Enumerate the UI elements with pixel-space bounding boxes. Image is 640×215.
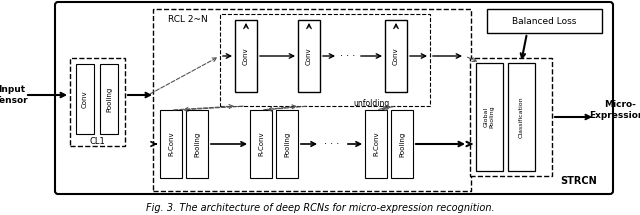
Text: · · ·: · · · xyxy=(324,139,340,149)
Text: Micro-
Expressions: Micro- Expressions xyxy=(589,100,640,120)
Text: R-Conv: R-Conv xyxy=(258,132,264,156)
Bar xyxy=(235,20,257,92)
Text: R-Conv: R-Conv xyxy=(168,132,174,156)
Bar xyxy=(470,58,552,176)
Bar xyxy=(76,64,94,134)
Bar xyxy=(70,58,125,146)
Text: Fig. 3. The architecture of deep RCNs for micro-expression recognition.: Fig. 3. The architecture of deep RCNs fo… xyxy=(146,203,494,213)
Text: · · ·: · · · xyxy=(340,51,356,61)
Text: Conv: Conv xyxy=(393,47,399,65)
Bar xyxy=(186,110,208,178)
Bar xyxy=(160,110,182,178)
Text: CL1: CL1 xyxy=(89,138,105,146)
Bar xyxy=(385,20,407,92)
Bar xyxy=(298,20,320,92)
Bar xyxy=(476,63,503,171)
Bar xyxy=(153,9,471,191)
Text: Global
Pooling: Global Pooling xyxy=(484,106,494,128)
Bar xyxy=(487,9,602,33)
Bar xyxy=(276,110,298,178)
Text: Pooling: Pooling xyxy=(194,131,200,157)
Text: STRCN: STRCN xyxy=(560,176,597,186)
Text: Conv: Conv xyxy=(243,47,249,65)
Bar xyxy=(220,14,430,106)
Bar xyxy=(508,63,535,171)
FancyBboxPatch shape xyxy=(55,2,613,194)
Bar xyxy=(100,64,118,134)
Text: Conv: Conv xyxy=(306,47,312,65)
Text: Input
Tensor: Input Tensor xyxy=(0,85,29,105)
Text: Balanced Loss: Balanced Loss xyxy=(512,17,576,26)
Bar xyxy=(365,110,387,178)
Text: Pooling: Pooling xyxy=(284,131,290,157)
Bar xyxy=(250,110,272,178)
Text: Conv: Conv xyxy=(82,90,88,108)
Text: R-Conv: R-Conv xyxy=(373,132,379,156)
Text: unfolding: unfolding xyxy=(354,98,390,108)
Text: Classification: Classification xyxy=(518,96,524,138)
Text: Pooling: Pooling xyxy=(399,131,405,157)
Bar xyxy=(391,110,413,178)
Text: Pooling: Pooling xyxy=(106,86,112,112)
Text: RCL 2~N: RCL 2~N xyxy=(168,14,208,23)
